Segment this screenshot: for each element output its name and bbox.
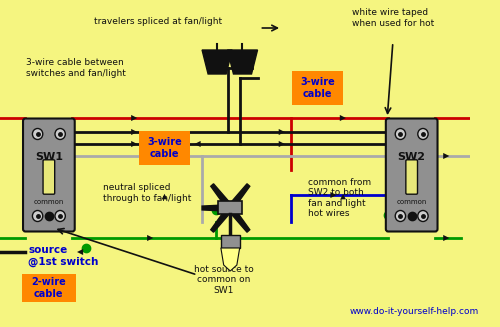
Circle shape xyxy=(32,129,43,140)
FancyBboxPatch shape xyxy=(139,131,190,165)
Polygon shape xyxy=(228,206,250,232)
Circle shape xyxy=(55,129,66,140)
Circle shape xyxy=(395,211,406,221)
Polygon shape xyxy=(202,205,230,211)
Text: 2-wire
cable: 2-wire cable xyxy=(32,277,66,299)
FancyBboxPatch shape xyxy=(23,118,74,232)
Text: common from
SW2 to both
fan and light
hot wires: common from SW2 to both fan and light ho… xyxy=(308,178,372,218)
Circle shape xyxy=(418,211,428,221)
Text: www.do-it-yourself-help.com: www.do-it-yourself-help.com xyxy=(350,307,479,317)
Polygon shape xyxy=(221,248,240,271)
Text: hot source to
common on
SW1: hot source to common on SW1 xyxy=(194,265,254,295)
Circle shape xyxy=(418,129,428,140)
Polygon shape xyxy=(228,50,258,74)
Polygon shape xyxy=(228,184,250,210)
Text: travelers spliced at fan/light: travelers spliced at fan/light xyxy=(94,18,222,26)
FancyBboxPatch shape xyxy=(221,235,240,248)
FancyBboxPatch shape xyxy=(43,160,54,194)
FancyBboxPatch shape xyxy=(22,274,76,302)
FancyBboxPatch shape xyxy=(386,118,438,232)
Polygon shape xyxy=(202,50,232,74)
Text: common: common xyxy=(34,199,64,205)
Text: neutral spliced
through to fan/light: neutral spliced through to fan/light xyxy=(104,183,192,203)
Text: common: common xyxy=(396,199,427,205)
Text: white wire taped
when used for hot: white wire taped when used for hot xyxy=(352,8,434,28)
FancyBboxPatch shape xyxy=(406,160,417,194)
Text: SW1: SW1 xyxy=(35,152,63,162)
Text: SW2: SW2 xyxy=(398,152,425,162)
Circle shape xyxy=(55,211,66,221)
Text: source
@1st switch: source @1st switch xyxy=(28,245,98,267)
Polygon shape xyxy=(211,206,233,232)
Circle shape xyxy=(32,211,43,221)
Polygon shape xyxy=(211,184,233,210)
Text: 3-wire
cable: 3-wire cable xyxy=(147,137,182,159)
Circle shape xyxy=(395,129,406,140)
Text: 3-wire
cable: 3-wire cable xyxy=(300,77,335,99)
FancyBboxPatch shape xyxy=(218,201,242,214)
FancyBboxPatch shape xyxy=(292,71,343,105)
Text: 3-wire cable between
switches and fan/light: 3-wire cable between switches and fan/li… xyxy=(26,58,126,78)
